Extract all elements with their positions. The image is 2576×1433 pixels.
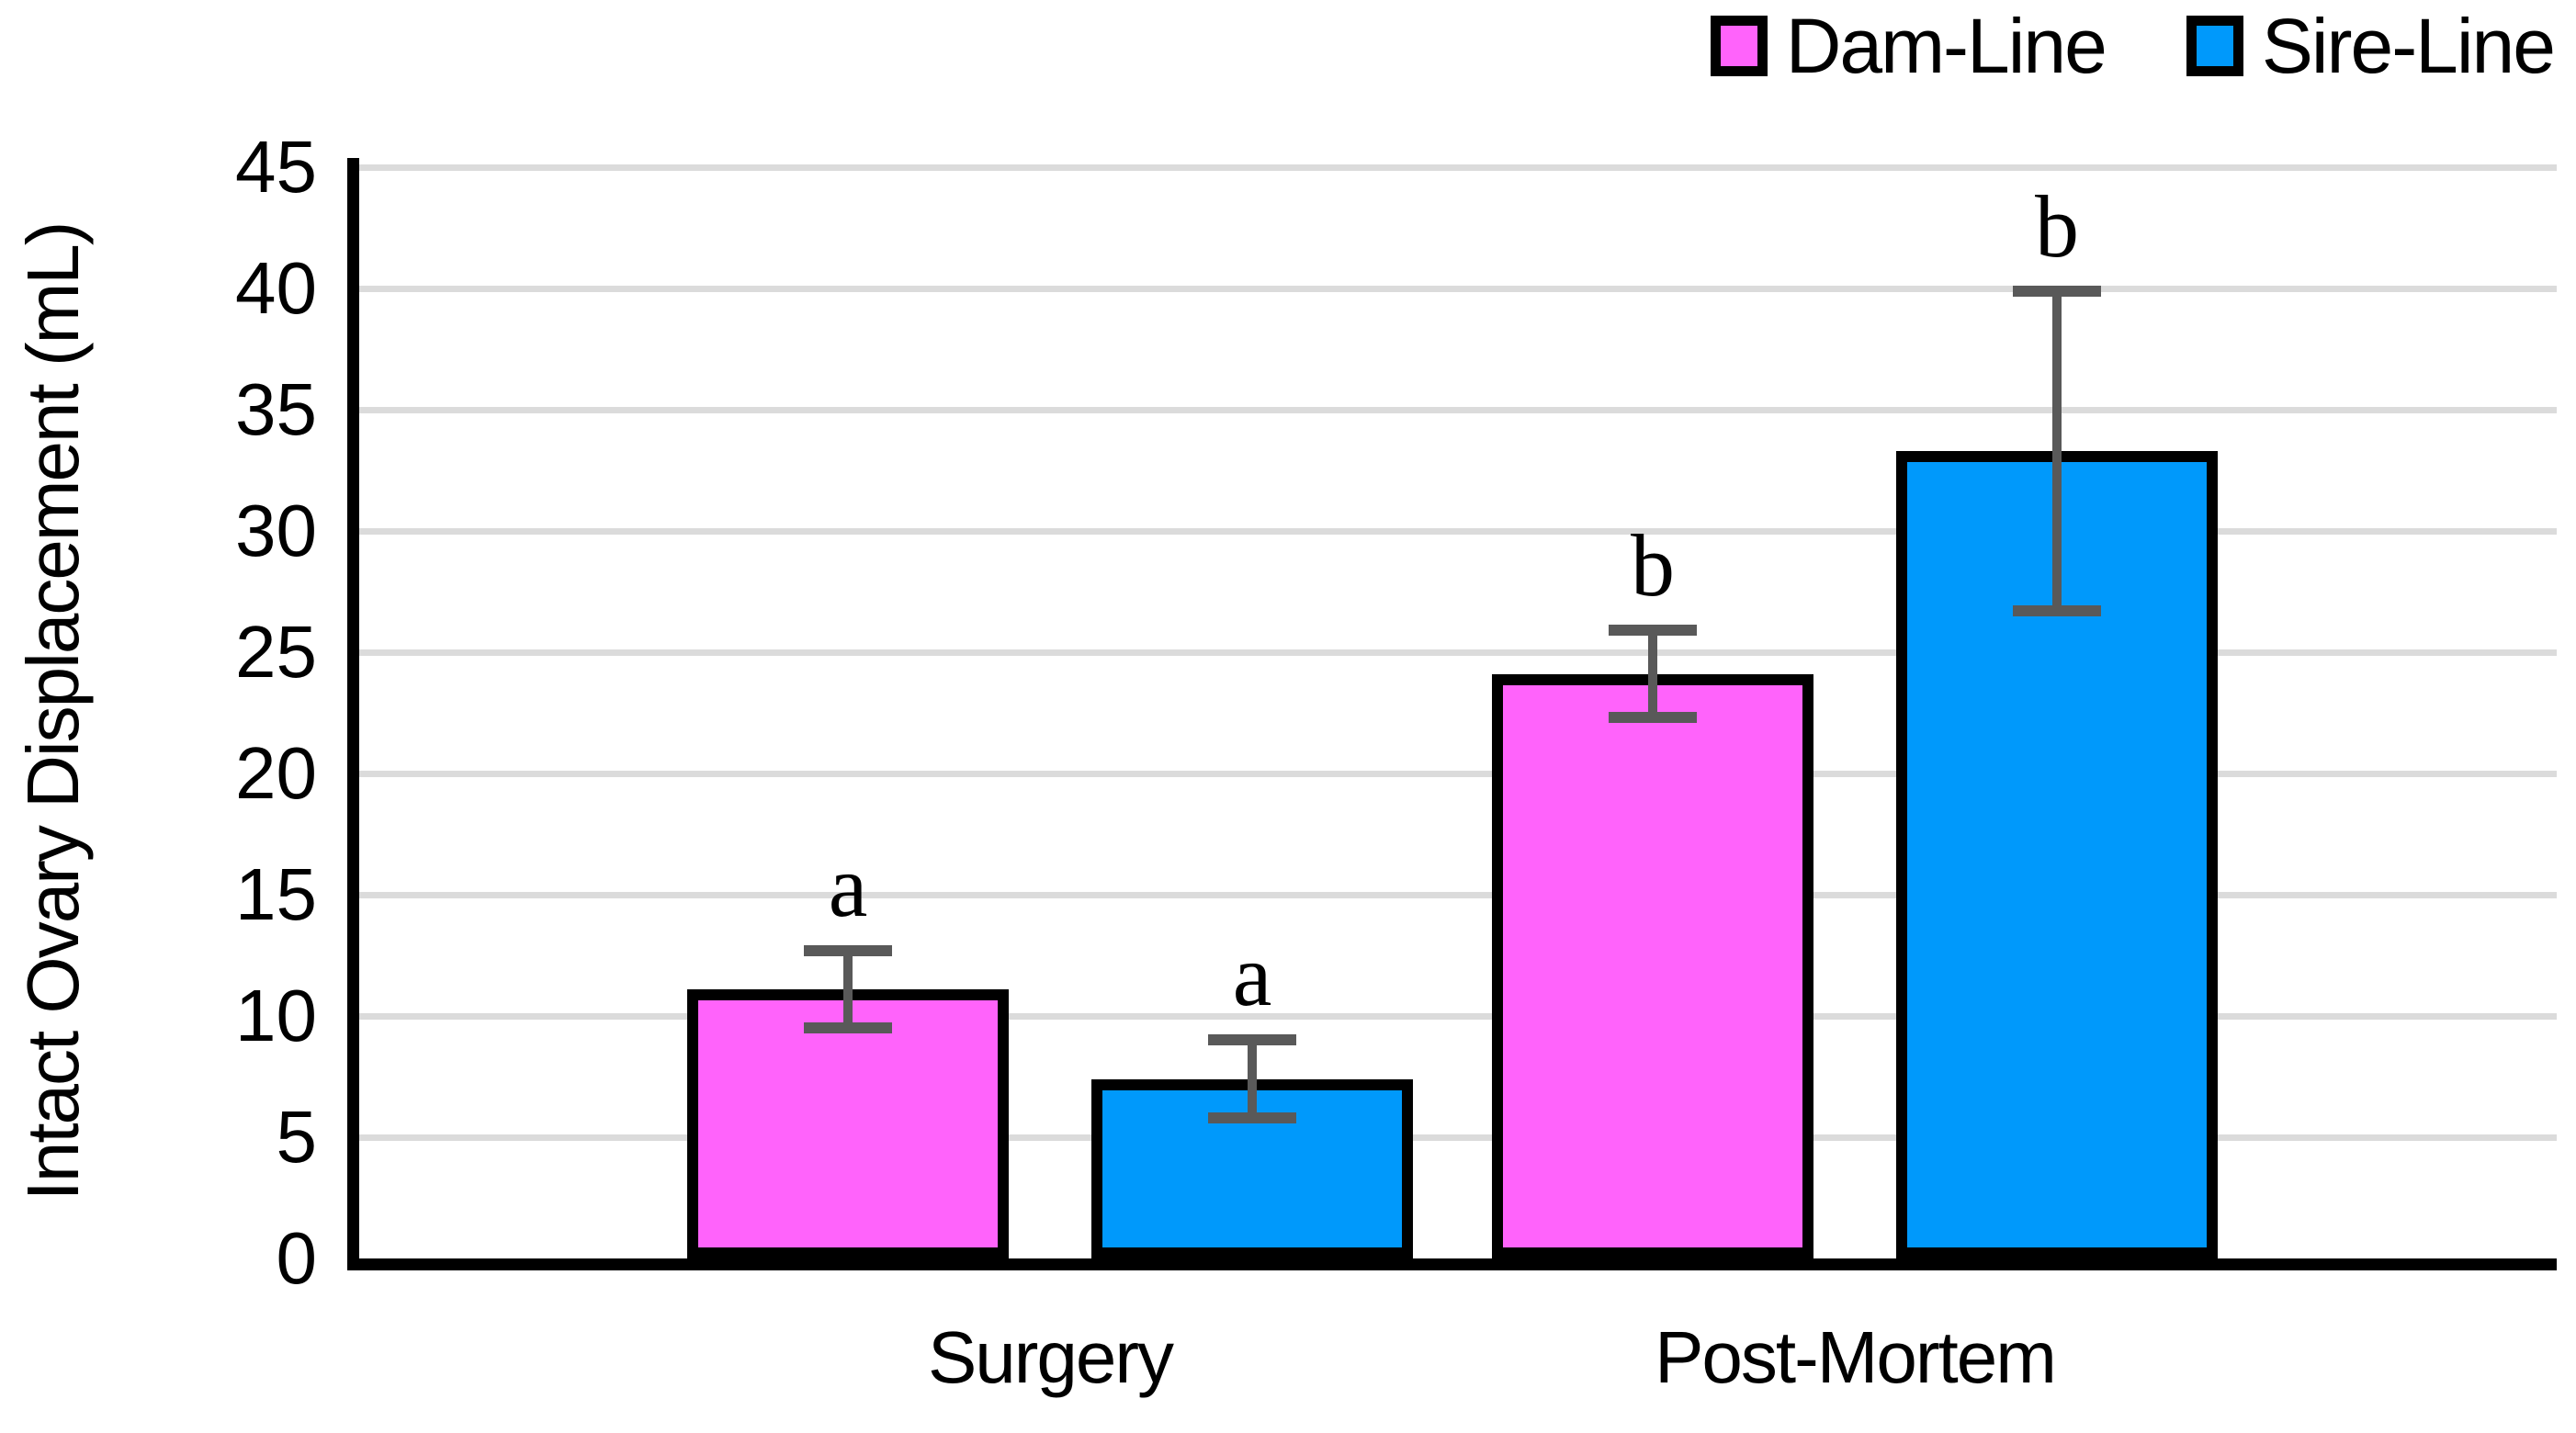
error-bar-top-cap-sire-line-post-mortem [2013,285,2101,297]
y-tick-label-10: 10 [235,975,317,1056]
y-axis-line [347,158,359,1270]
legend-item-sire-line: Sire-Line [2186,3,2556,89]
legend-item-dam-line: Dam-Line [1710,3,2107,89]
legend-label: Dam-Line [1785,3,2107,89]
gridline-25 [359,649,2557,656]
error-bar-top-cap-dam-line-post-mortem [1609,625,1697,637]
gridline-30 [359,528,2557,535]
x-category-label-post-mortem: Post-Mortem [1655,1316,2057,1398]
y-tick-label-40: 40 [235,247,317,329]
error-bar-bottom-cap-dam-line-surgery [804,1022,892,1034]
legend: Dam-Line Sire-Line [1710,3,2556,89]
gridline-40 [359,286,2557,292]
bar-dam-line-post-mortem [1492,673,1813,1258]
error-bar-sire-line-surgery [1248,1040,1257,1118]
x-axis-line [347,1258,2557,1270]
legend-label: Sire-Line [2261,3,2556,89]
y-tick-label-35: 35 [235,368,317,450]
error-bar-sire-line-post-mortem [2052,290,2062,612]
error-bar-dam-line-post-mortem [1648,630,1657,718]
significance-letter-sire-line-post-mortem: b [2035,176,2079,276]
y-tick-label-0: 0 [276,1217,318,1299]
significance-letter-dam-line-surgery: a [828,836,868,935]
gridline-15 [359,892,2557,898]
x-category-label-surgery: Surgery [927,1316,1174,1398]
bar-dam-line-surgery [687,988,1009,1258]
error-bar-dam-line-surgery [843,950,853,1029]
significance-letter-dam-line-post-mortem: b [1631,516,1675,615]
y-tick-label-20: 20 [235,732,317,814]
error-bar-top-cap-dam-line-surgery [804,944,892,956]
sire-line-swatch-icon [2186,16,2243,76]
dam-line-swatch-icon [1710,16,1768,76]
y-tick-label-30: 30 [235,490,317,571]
gridline-5 [359,1134,2557,1141]
error-bar-bottom-cap-sire-line-surgery [1208,1111,1296,1123]
error-bar-bottom-cap-dam-line-post-mortem [1609,712,1697,724]
error-bar-top-cap-sire-line-surgery [1208,1034,1296,1046]
gridline-35 [359,407,2557,413]
y-tick-label-45: 45 [235,126,317,208]
gridline-10 [359,1013,2557,1020]
y-tick-label-5: 5 [276,1096,318,1178]
significance-letter-sire-line-surgery: a [1232,926,1272,1025]
y-axis-title: Intact Ovary Displacement (mL) [12,222,94,1202]
y-tick-label-15: 15 [235,853,317,935]
y-tick-label-25: 25 [235,611,317,693]
gridline-45 [359,164,2557,171]
gridline-20 [359,771,2557,777]
error-bar-bottom-cap-sire-line-post-mortem [2013,605,2101,617]
